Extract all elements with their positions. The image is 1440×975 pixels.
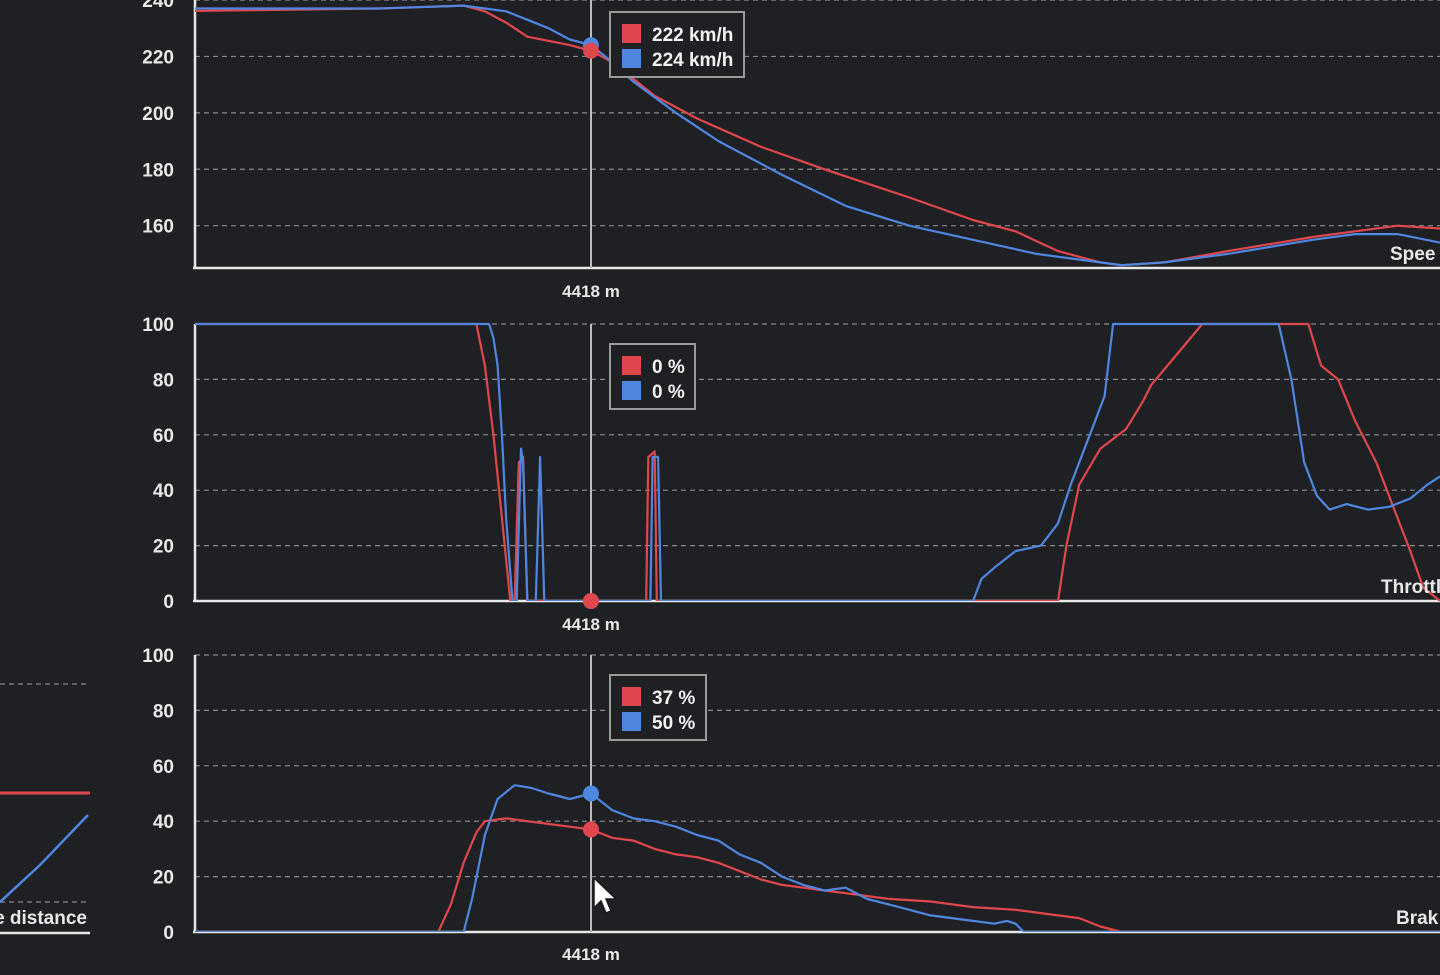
tooltip-value: 222 km/h — [652, 25, 733, 46]
y-tick-label: 0 — [163, 592, 174, 613]
chart-brake: 0 20 40 60 80 100 4418 m Brak 37 % 50 % — [142, 646, 1440, 964]
y-tick-label: 20 — [153, 868, 174, 889]
series-line-red — [167, 818, 1440, 932]
value-tooltip: 0 %0 % — [610, 344, 695, 409]
y-tick-label: 160 — [142, 217, 174, 238]
y-tick-label: 80 — [153, 701, 174, 722]
y-tick-label: 80 — [153, 370, 174, 391]
tooltip-swatch-red — [622, 356, 641, 375]
y-tick-label: 200 — [142, 104, 174, 125]
left-panel: e distance — [0, 684, 90, 933]
channel-label: Spee — [1390, 244, 1435, 265]
y-tick-label: 60 — [153, 757, 174, 778]
y-tick-label: 100 — [142, 646, 174, 667]
mouse-cursor-icon — [594, 878, 616, 913]
cursor-distance-label: 4418 m — [562, 945, 620, 964]
series-line-red — [167, 324, 1440, 601]
cursor-marker-red — [583, 822, 599, 838]
y-tick-label: 220 — [142, 47, 174, 68]
cursor-marker-blue — [583, 786, 599, 802]
value-tooltip: 222 km/h 224 km/h — [610, 12, 744, 77]
tooltip-swatch-blue — [622, 381, 641, 400]
channel-label: Throttl — [1381, 577, 1440, 598]
y-tick-label: 60 — [153, 426, 174, 447]
y-tick-label: 20 — [153, 537, 174, 558]
cursor-marker-red — [583, 593, 599, 609]
tooltip-value: 224 km/h — [652, 50, 733, 71]
y-tick-label: 240 — [142, 0, 174, 12]
tooltip-value: 0 % — [652, 357, 685, 378]
tooltip-swatch-red — [622, 687, 641, 706]
tooltip-swatch-red — [622, 24, 641, 43]
y-tick-label: 100 — [142, 315, 174, 336]
y-tick-label: 40 — [153, 812, 174, 833]
tooltip-value: 37 % — [652, 688, 695, 709]
tooltip-swatch-blue — [622, 712, 641, 731]
y-tick-label: 180 — [142, 160, 174, 181]
value-tooltip: 37 % 50 % — [610, 675, 706, 740]
tooltip-value: 50 % — [652, 713, 695, 734]
cursor-marker-red — [583, 43, 599, 59]
left-panel-label: e distance — [0, 908, 87, 929]
y-tick-label: 40 — [153, 481, 174, 502]
channel-label: Brak — [1396, 908, 1439, 929]
cursor-distance-label: 4418 m — [562, 615, 620, 634]
chart-speed: 160 180 200 220 240 4418 m Spee 222 km/h 224 km/… — [142, 0, 1440, 301]
tooltip-swatch-blue — [622, 49, 641, 68]
y-tick-label: 0 — [163, 923, 174, 944]
left-panel-blue-line — [0, 815, 88, 902]
cursor-distance-label: 4418 m — [562, 282, 620, 301]
series-line-blue — [167, 324, 1440, 601]
tooltip-value: 0 % — [652, 382, 685, 403]
series-line-blue — [167, 785, 1440, 932]
